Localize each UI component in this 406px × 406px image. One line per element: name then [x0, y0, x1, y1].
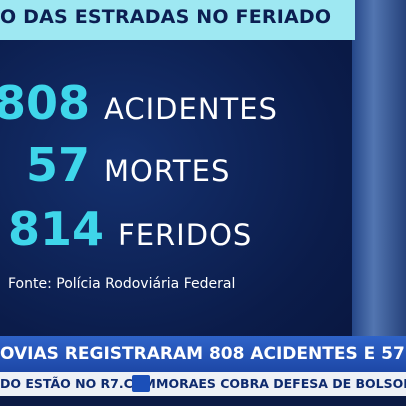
source: Fonte: Polícia Rodoviária Federal	[8, 276, 236, 292]
ticker: DO ESTÃO NO R7.COM MORAES COBRA DEFESA D…	[0, 372, 406, 396]
logo	[132, 375, 150, 392]
stat-number: 814	[8, 202, 105, 256]
stat: 57 MORTES	[26, 138, 230, 192]
headline: OVIAS REGISTRARAM 808 ACIDENTES E 57 MO	[0, 344, 406, 364]
footer-strip	[0, 396, 406, 406]
stat-label: MORTES	[104, 154, 231, 188]
banner: O DAS ESTRADAS NO FERIADO	[0, 0, 355, 40]
stat: 814 FERIDOS	[8, 202, 252, 256]
ticker-item: DO ESTÃO NO R7.COM	[0, 376, 156, 391]
background-panel	[352, 0, 406, 338]
ticker-item: MORAES COBRA DEFESA DE BOLSONARO SO	[156, 376, 406, 391]
stat-label: FERIDOS	[118, 218, 253, 252]
banner-title: O DAS ESTRADAS NO FERIADO	[0, 6, 332, 28]
stat-number: 808	[0, 76, 91, 130]
stat-label: ACIDENTES	[104, 92, 278, 126]
lower-third: OVIAS REGISTRARAM 808 ACIDENTES E 57 MO	[0, 336, 406, 372]
stat-number: 57	[26, 138, 91, 192]
stat: 808 ACIDENTES	[0, 76, 278, 130]
